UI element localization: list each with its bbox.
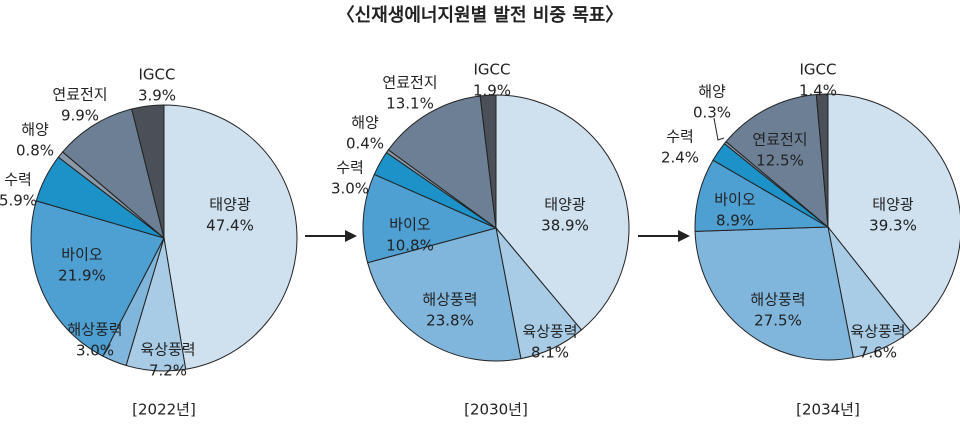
value-label: 0.4% xyxy=(346,135,384,153)
value-label: 3.0% xyxy=(76,342,114,360)
pie-slice xyxy=(827,93,960,332)
value-label: 3.9% xyxy=(138,87,176,105)
pie-slice xyxy=(61,108,165,240)
slice-label: 해상풍력 xyxy=(67,321,122,339)
value-label: 1.9% xyxy=(473,82,511,100)
slice-label: 바이오 xyxy=(61,246,103,264)
slice-label: 육상풍력 xyxy=(522,323,577,341)
pie-title: [2030년] xyxy=(464,401,528,419)
slice-label: 해양 xyxy=(21,121,49,139)
slice-label: 바이오 xyxy=(714,191,756,209)
slice-label: 태양광 xyxy=(544,196,586,214)
slice-label: 수력 xyxy=(666,128,694,146)
chart-title: 〈신재생에너지원별 발전 비중 목표〉 xyxy=(337,5,624,26)
slice-label: 해양 xyxy=(698,83,726,101)
value-label: 38.9% xyxy=(541,217,589,235)
pie-slice xyxy=(495,94,630,331)
value-label: 5.9% xyxy=(0,192,37,210)
slice-label: IGCC xyxy=(800,61,837,79)
pie-slice xyxy=(815,93,829,228)
pie-slice xyxy=(362,173,498,264)
value-label: 21.9% xyxy=(58,267,106,285)
slice-label: 태양광 xyxy=(209,196,251,214)
pie-slice xyxy=(131,104,165,239)
value-label: 0.3% xyxy=(693,104,731,122)
value-label: 23.8% xyxy=(426,312,474,330)
value-label: 10.8% xyxy=(386,237,434,255)
pie-title: [2022년] xyxy=(132,401,196,419)
leader-line xyxy=(713,117,725,141)
value-label: 1.4% xyxy=(799,82,837,100)
value-label: 0.8% xyxy=(16,142,54,160)
pie-slice xyxy=(30,200,165,357)
value-label: 9.9% xyxy=(61,107,99,125)
slice-label: 육상풍력 xyxy=(850,323,905,341)
slice-label: IGCC xyxy=(139,66,176,84)
slice-label: 육상풍력 xyxy=(140,341,195,359)
slice-label: 연료전지 xyxy=(382,74,437,92)
value-label: 7.6% xyxy=(859,344,897,362)
pie-slice xyxy=(387,95,497,230)
value-label: 2.4% xyxy=(661,149,699,167)
pie-title: [2034년] xyxy=(796,401,860,419)
value-label: 8.1% xyxy=(531,344,569,362)
slice-label: IGCC xyxy=(474,61,511,79)
value-label: 7.2% xyxy=(149,362,187,380)
pie-slice xyxy=(725,93,829,229)
pie-slice xyxy=(163,104,298,370)
slice-label: 연료전지 xyxy=(752,131,807,149)
slice-label: 해상풍력 xyxy=(422,291,477,309)
slice-label: 연료전지 xyxy=(52,86,107,104)
pie-slice xyxy=(479,94,497,229)
slice-label: 해상풍력 xyxy=(750,291,805,309)
value-label: 12.5% xyxy=(756,152,804,170)
slice-label: 수력 xyxy=(4,171,32,189)
value-label: 13.1% xyxy=(386,95,434,113)
slice-label: 수력 xyxy=(336,159,364,177)
value-label: 47.4% xyxy=(206,217,254,235)
slice-label: 바이오 xyxy=(389,216,431,234)
value-label: 8.9% xyxy=(716,212,754,230)
arrow xyxy=(305,230,690,242)
slice-label: 태양광 xyxy=(872,196,914,214)
value-label: 39.3% xyxy=(869,217,917,235)
value-label: 27.5% xyxy=(754,312,802,330)
pie-slice xyxy=(366,227,522,362)
value-label: 3.0% xyxy=(331,180,369,198)
pie-slice xyxy=(694,226,854,361)
slice-label: 해양 xyxy=(351,114,379,132)
